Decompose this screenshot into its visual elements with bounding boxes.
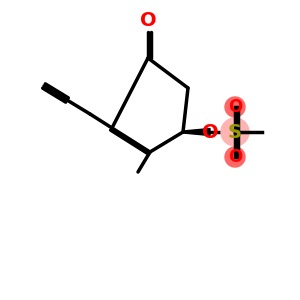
- Text: S: S: [228, 122, 242, 142]
- Circle shape: [221, 118, 249, 146]
- Polygon shape: [183, 128, 210, 136]
- Text: O: O: [140, 11, 156, 30]
- Text: O: O: [202, 122, 218, 142]
- Circle shape: [225, 97, 245, 117]
- Text: O: O: [228, 148, 242, 166]
- Text: O: O: [228, 98, 242, 116]
- Circle shape: [225, 147, 245, 167]
